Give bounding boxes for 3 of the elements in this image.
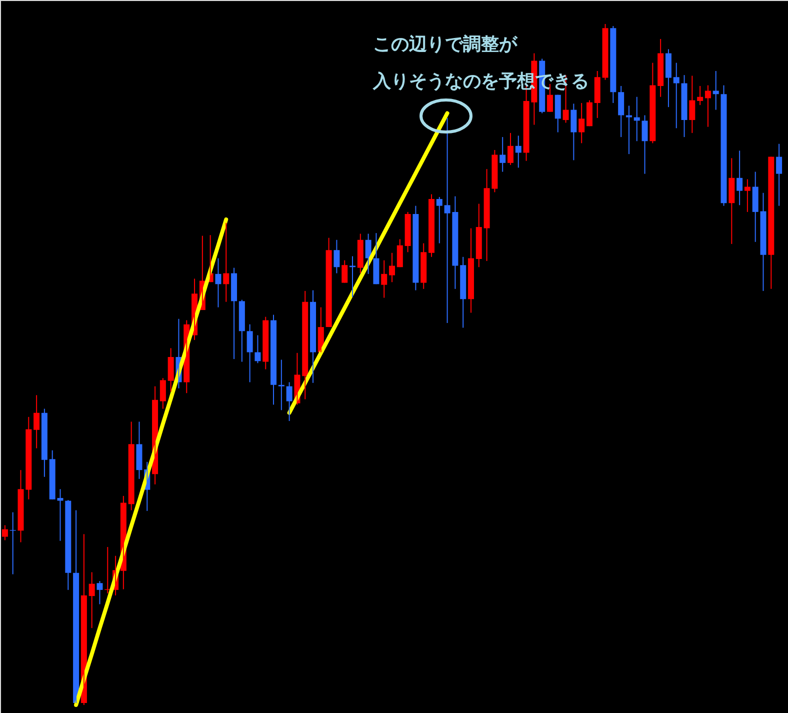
candlestick	[278, 359, 284, 411]
candlestick	[104, 546, 111, 594]
annotation: この辺りで調整が	[373, 34, 518, 55]
